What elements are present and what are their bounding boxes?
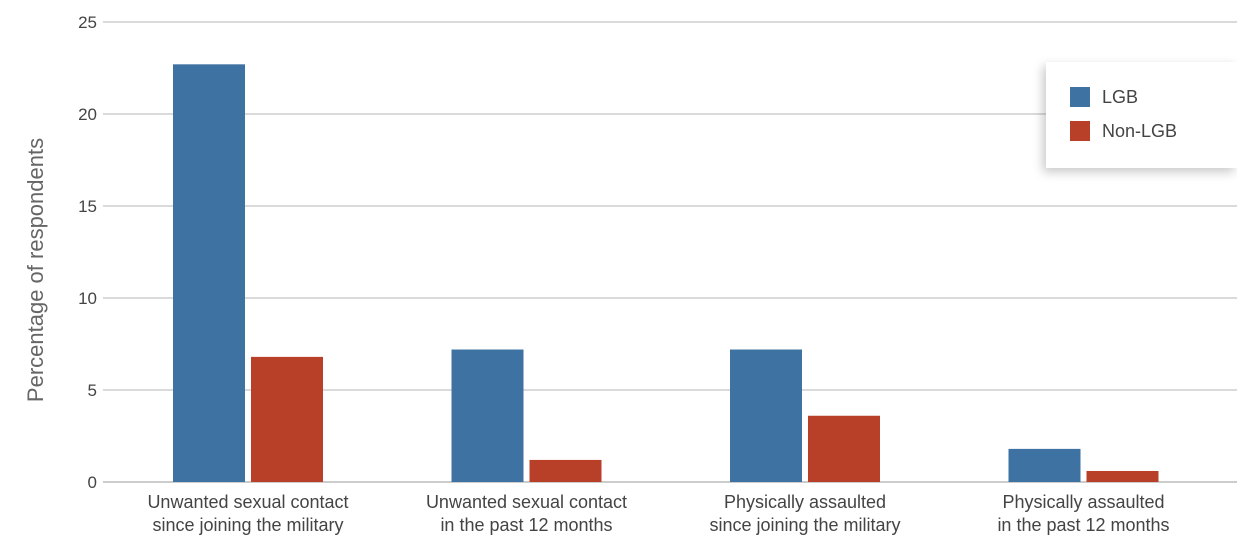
y-tick-label: 5 <box>88 381 97 400</box>
x-category-label: Unwanted sexual contact since joining the… <box>147 492 348 535</box>
x-category-label: Unwanted sexual contact in the past 12 mo… <box>426 492 627 535</box>
y-axis-ticks: 0 5 10 15 20 25 <box>78 13 97 492</box>
bar-lgb-0 <box>173 64 245 482</box>
bar-non-lgb-2 <box>808 415 880 482</box>
bar-lgb-3 <box>1008 448 1081 482</box>
x-category-label: Physically assaulted in the past 12 month… <box>997 492 1169 535</box>
legend-label-non-lgb: Non-LGB <box>1102 120 1178 141</box>
bar-non-lgb-0 <box>251 356 323 482</box>
legend-item-non-lgb: Non-LGB <box>1070 120 1237 142</box>
legend-label-lgb: LGB <box>1102 86 1139 107</box>
y-tick-label: 0 <box>88 473 97 492</box>
y-tick-label: 25 <box>78 13 97 32</box>
y-tick-label: 20 <box>78 105 97 124</box>
bar-non-lgb-1 <box>529 459 602 482</box>
legend: LGB Non-LGB <box>1046 62 1237 168</box>
bar-lgb-2 <box>730 349 802 482</box>
bar-non-lgb-3 <box>1086 470 1159 482</box>
y-tick-label: 15 <box>78 197 97 216</box>
y-tick-label: 10 <box>78 289 97 308</box>
legend-item-lgb: LGB <box>1070 86 1237 108</box>
x-axis-categories: Unwanted sexual contact since joining the… <box>147 492 1169 535</box>
x-category-label: Physically assaulted since joining the mi… <box>709 492 900 535</box>
bars <box>173 64 1159 482</box>
y-axis-title: Percentage of respondents <box>23 138 48 402</box>
legend-swatch-non-lgb <box>1070 121 1090 141</box>
bar-lgb-1 <box>451 349 524 482</box>
legend-swatch-lgb <box>1070 87 1090 107</box>
